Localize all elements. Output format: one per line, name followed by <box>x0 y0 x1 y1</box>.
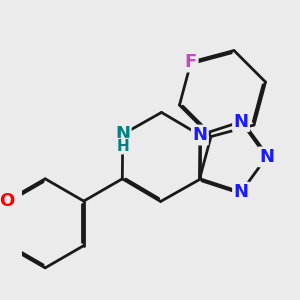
Text: N: N <box>234 183 249 201</box>
Text: N: N <box>192 126 207 144</box>
Text: N: N <box>259 148 274 166</box>
Text: H: H <box>116 139 129 154</box>
Text: F: F <box>185 53 197 71</box>
Text: N: N <box>115 125 130 143</box>
Text: O: O <box>0 192 14 210</box>
Text: N: N <box>234 113 249 131</box>
